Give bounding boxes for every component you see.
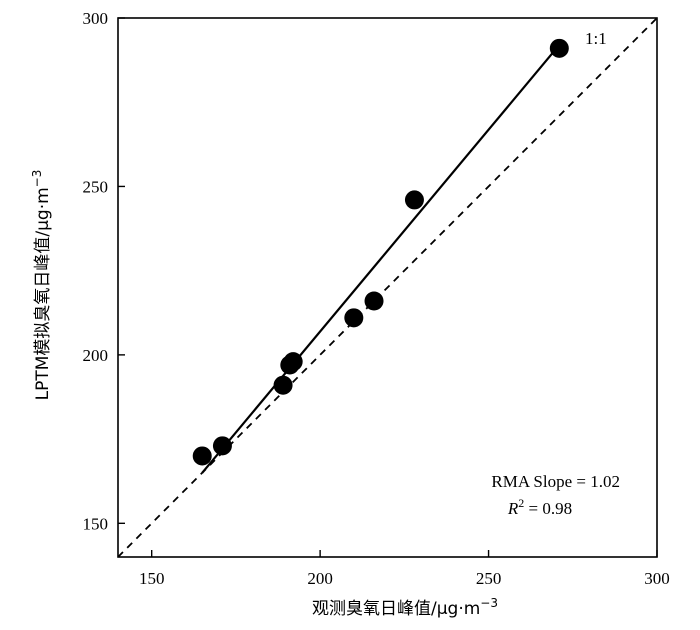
data-points: [192, 38, 569, 466]
axis-ticks: 150 200 250 300 150 200 250 300: [83, 9, 670, 588]
regression-line: [201, 44, 561, 474]
r-squared-value: = 0.98: [524, 499, 572, 518]
x-axis-label-exponent: −3: [480, 596, 498, 610]
x-tick-label: 300: [644, 569, 670, 588]
data-point: [192, 446, 212, 466]
y-axis-label-text: LPTM模拟臭氧日峰值/μg·m: [33, 187, 53, 400]
data-point: [364, 291, 384, 311]
x-tick-label: 250: [476, 569, 502, 588]
y-tick-label: 300: [83, 9, 109, 28]
r-squared-symbol: R: [507, 499, 519, 518]
y-tick-label: 200: [83, 346, 109, 365]
y-tick-label: 250: [83, 177, 109, 196]
r-squared-annotation: R2 = 0.98: [507, 496, 572, 518]
y-axis-label: LPTM模拟臭氧日峰值/μg·m−3: [30, 170, 53, 401]
rma-slope-annotation: RMA Slope = 1.02: [491, 472, 620, 491]
x-axis-label-text: 观测臭氧日峰值/μg·m: [312, 599, 480, 619]
data-point: [273, 375, 293, 395]
r-squared-exponent: 2: [518, 496, 524, 510]
x-axis-label: 观测臭氧日峰值/μg·m−3: [312, 596, 498, 619]
data-point: [549, 38, 569, 58]
data-point: [212, 436, 232, 456]
plot-frame: [117, 17, 658, 558]
y-axis-label-exponent: −3: [30, 170, 44, 188]
data-point: [344, 308, 364, 328]
data-point: [404, 190, 424, 210]
x-tick-label: 150: [139, 569, 165, 588]
plot-area: [117, 17, 658, 558]
x-tick-label: 200: [307, 569, 333, 588]
y-tick-label: 150: [83, 514, 109, 533]
one-to-one-label: 1:1: [585, 29, 607, 48]
one-to-one-reference-line: [117, 17, 658, 558]
data-point: [283, 352, 303, 372]
